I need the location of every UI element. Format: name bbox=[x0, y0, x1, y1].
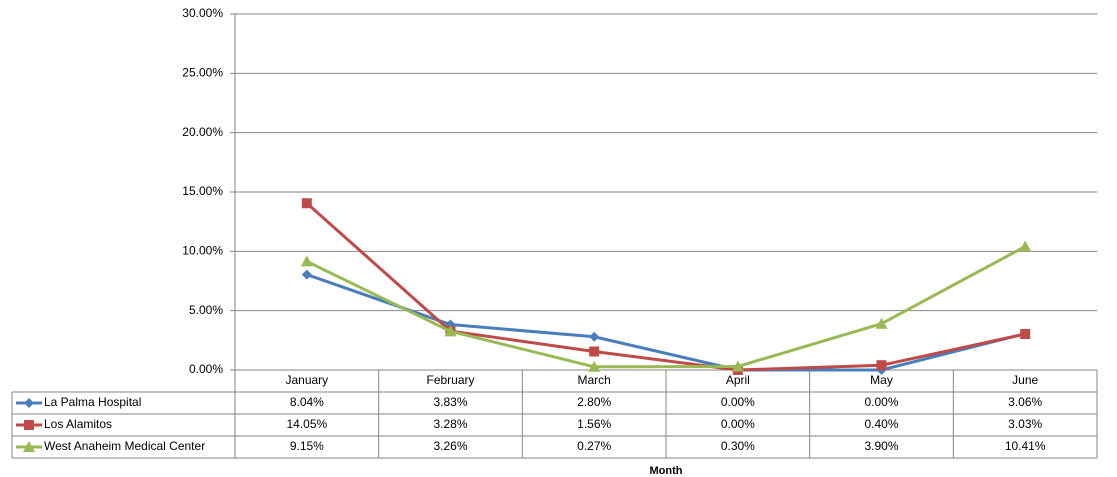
point bbox=[301, 269, 312, 280]
y-tick-label: 10.00% bbox=[182, 244, 223, 258]
table-value: 10.41% bbox=[1005, 439, 1046, 453]
x-tick-label: March bbox=[577, 373, 610, 387]
table-value: 0.30% bbox=[721, 439, 755, 453]
y-tick-label: 5.00% bbox=[189, 303, 223, 317]
y-tick-label: 20.00% bbox=[182, 125, 223, 139]
series-line bbox=[306, 273, 1026, 372]
table-value: 8.04% bbox=[290, 395, 324, 409]
point bbox=[589, 331, 600, 342]
point bbox=[589, 346, 600, 357]
table-value: 1.56% bbox=[577, 417, 611, 431]
series-line bbox=[305, 202, 1026, 372]
point bbox=[444, 325, 457, 337]
table-value: 0.27% bbox=[577, 439, 611, 453]
y-tick-label: 30.00% bbox=[182, 6, 223, 20]
table-value: 9.15% bbox=[290, 439, 324, 453]
legend-label: West Anaheim Medical Center bbox=[44, 439, 205, 453]
x-tick-label: June bbox=[1012, 373, 1038, 387]
point bbox=[875, 317, 888, 329]
table-value: 3.28% bbox=[433, 417, 467, 431]
point bbox=[301, 198, 312, 209]
y-tick-label: 25.00% bbox=[182, 66, 223, 80]
point bbox=[588, 360, 601, 372]
x-tick-label: May bbox=[870, 373, 893, 387]
x-axis-label: Month bbox=[650, 465, 683, 477]
series-line bbox=[306, 245, 1026, 369]
table-value: 0.00% bbox=[864, 395, 898, 409]
table-value: 3.90% bbox=[864, 439, 898, 453]
table-value: 3.06% bbox=[1008, 395, 1042, 409]
legend-marker bbox=[23, 441, 35, 452]
point bbox=[300, 255, 313, 267]
legend-label: La Palma Hospital bbox=[44, 395, 141, 409]
point bbox=[731, 360, 744, 372]
legend-marker bbox=[24, 420, 34, 430]
point bbox=[876, 360, 887, 371]
x-tick-label: January bbox=[285, 373, 328, 387]
x-tick-label: April bbox=[726, 373, 750, 387]
point bbox=[1020, 329, 1031, 340]
table-value: 2.80% bbox=[577, 395, 611, 409]
table-value: 3.83% bbox=[433, 395, 467, 409]
y-tick-label: 0.00% bbox=[189, 362, 223, 376]
table-value: 3.03% bbox=[1008, 417, 1042, 431]
x-tick-label: February bbox=[426, 373, 474, 387]
legend-marker bbox=[24, 398, 34, 408]
table-value: 0.40% bbox=[864, 417, 898, 431]
table-value: 3.26% bbox=[433, 439, 467, 453]
legend-label: Los Alamitos bbox=[44, 417, 112, 431]
table-value: 0.00% bbox=[721, 417, 755, 431]
table-value: 0.00% bbox=[721, 395, 755, 409]
point bbox=[1019, 240, 1032, 252]
y-tick-label: 15.00% bbox=[182, 184, 223, 198]
table-value: 14.05% bbox=[286, 417, 327, 431]
